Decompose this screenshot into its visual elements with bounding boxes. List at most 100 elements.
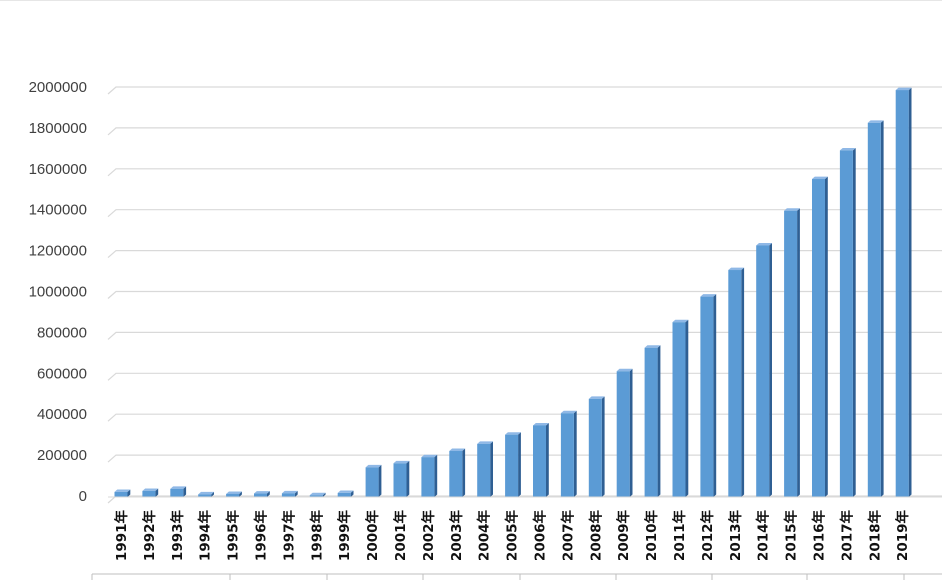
bar-top <box>756 243 772 246</box>
bar-side <box>713 294 717 497</box>
bar-front <box>114 491 128 497</box>
bar-front <box>700 296 714 497</box>
bar-top <box>700 294 717 297</box>
gridline <box>107 454 942 463</box>
bar <box>505 432 521 497</box>
bar-top <box>672 319 689 323</box>
bar <box>756 243 772 497</box>
x-tick-label: 1993年 <box>169 510 186 562</box>
bar-top <box>505 432 521 435</box>
x-tick-label: 2005年 <box>504 510 521 562</box>
x-tick-label: 1992年 <box>141 510 158 562</box>
bar-side <box>573 410 577 497</box>
bar-side <box>406 460 410 497</box>
bar <box>812 176 828 497</box>
bar-side <box>546 422 549 497</box>
bar <box>588 396 605 497</box>
x-axis-category-labels: 1991年 1992年 1993年 1994年 1995年 1996年 1997年 1998年… <box>113 510 911 562</box>
bar-front <box>895 90 909 497</box>
bar-side <box>378 464 382 497</box>
y-tick-label: 0 <box>79 488 87 505</box>
bar-top <box>616 368 633 372</box>
bar <box>421 454 438 497</box>
bar-front <box>672 322 686 497</box>
y-axis-ticks: 0 200000 400000 600000 800000 1000000 1200000 1… <box>29 79 87 505</box>
bar <box>170 486 187 497</box>
bar <box>337 490 354 497</box>
bar-front <box>281 493 295 497</box>
bar-front <box>365 467 379 497</box>
bar <box>644 345 661 497</box>
gridline <box>107 127 942 136</box>
bar-top <box>254 491 270 494</box>
bar <box>867 120 884 498</box>
bar-front <box>337 492 351 497</box>
y-tick-label: 600000 <box>37 365 87 382</box>
bar-side <box>601 396 605 497</box>
bar <box>560 410 577 497</box>
bar-side <box>183 486 187 497</box>
bar-front <box>728 270 742 497</box>
bar-side <box>741 267 745 497</box>
bars <box>114 87 912 498</box>
x-tick-label: 2007年 <box>559 510 576 562</box>
bar-side <box>350 490 354 497</box>
y-tick-label: 200000 <box>37 447 87 464</box>
x-tick-label: 1991年 <box>113 510 130 562</box>
bar-top <box>142 488 159 491</box>
x-tick-label: 2001年 <box>392 510 409 562</box>
y-tick-label: 1200000 <box>29 243 87 260</box>
bar-side <box>880 120 884 498</box>
bar-top <box>784 208 800 211</box>
bar <box>839 147 856 497</box>
bar-top <box>309 492 326 496</box>
x-tick-label: 2013年 <box>727 510 744 562</box>
bar-top <box>114 489 131 492</box>
bar-side <box>797 208 800 497</box>
bar <box>728 267 745 497</box>
x-tick-label: 2004年 <box>476 510 493 562</box>
gridline <box>107 168 942 177</box>
bar-front <box>644 347 658 497</box>
gridline <box>107 290 942 299</box>
bar <box>895 87 912 498</box>
x-tick-label: 2012年 <box>699 510 716 562</box>
bar-front <box>784 210 798 497</box>
x-tick-label: 2011年 <box>671 510 688 562</box>
bar-front <box>477 443 491 497</box>
y-tick-label: 1000000 <box>29 284 87 301</box>
bar-front <box>505 434 519 497</box>
bar-front <box>560 413 574 497</box>
bar-side <box>825 176 828 497</box>
bar-top <box>839 147 856 151</box>
bar-side <box>852 147 856 497</box>
bar-side <box>518 432 521 497</box>
y-tick-label: 1400000 <box>29 202 87 219</box>
bar-top <box>337 490 354 493</box>
x-tick-label: 2008年 <box>587 510 604 562</box>
bar-side <box>769 243 772 497</box>
bar <box>533 422 549 497</box>
bar <box>114 489 131 497</box>
x-tick-label: 2017年 <box>838 510 855 562</box>
bar-top <box>588 396 605 399</box>
bar <box>309 492 326 497</box>
gridline <box>107 250 942 259</box>
bar-side <box>294 490 298 497</box>
bar-front <box>588 398 602 497</box>
bar-front <box>393 463 407 497</box>
bar-side <box>629 368 633 497</box>
x-tick-label: 2009年 <box>615 510 632 562</box>
bar <box>393 460 410 497</box>
bar-side <box>239 491 242 497</box>
y-tick-label: 1600000 <box>29 161 87 178</box>
bar-top <box>477 441 493 444</box>
bar-front <box>812 179 825 497</box>
x-tick-label: 2003年 <box>448 510 465 562</box>
gridline <box>107 331 942 340</box>
bar-front <box>170 488 184 497</box>
bar <box>784 208 800 497</box>
x-tick-label: 2000年 <box>364 510 381 562</box>
bar-front <box>839 150 853 497</box>
